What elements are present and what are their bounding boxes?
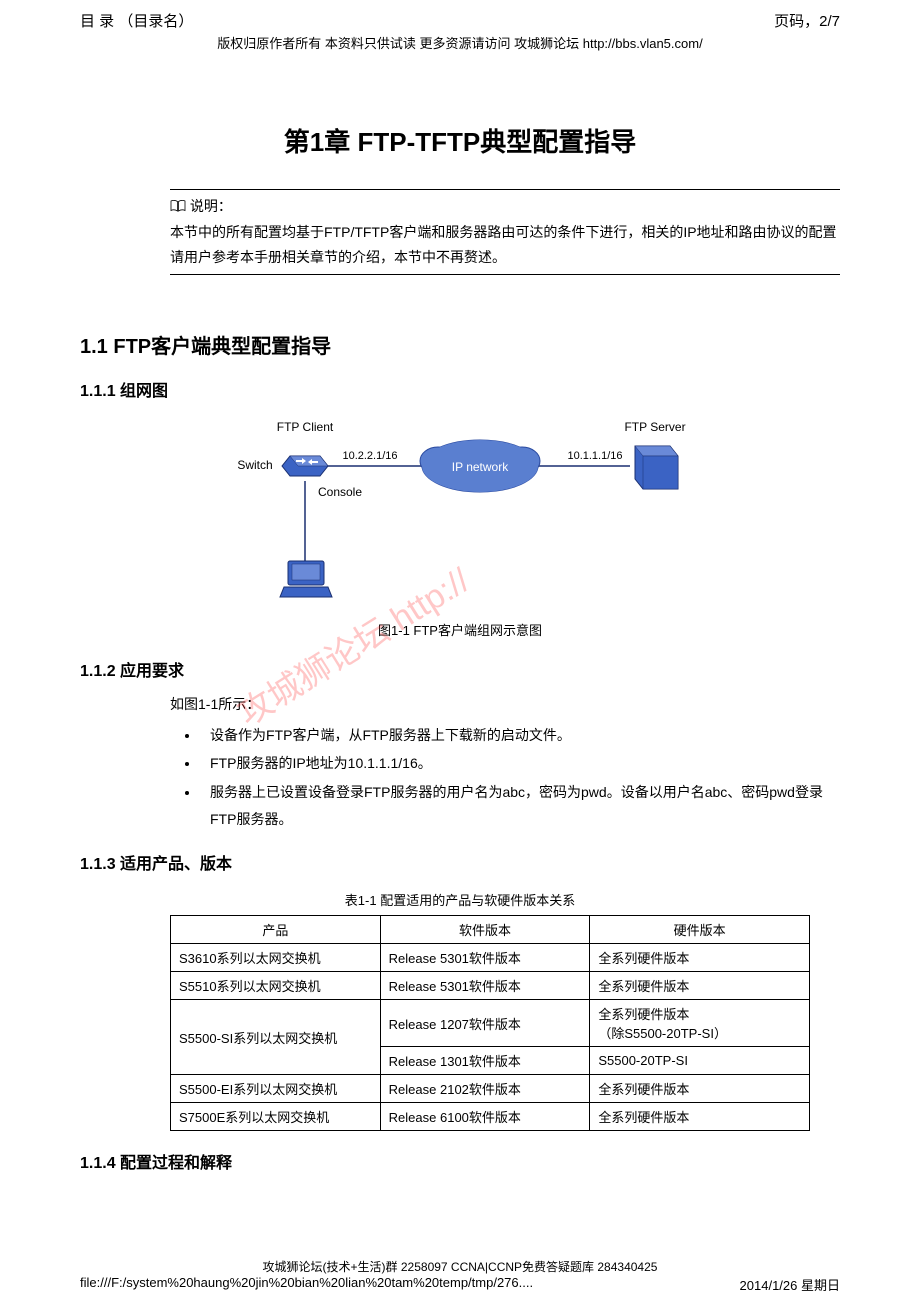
svg-text:Console: Console	[318, 485, 362, 499]
note-block: 说明： 本节中的所有配置均基于FTP/TFTP客户端和服务器路由可达的条件下进行…	[170, 194, 840, 270]
cell-software: Release 2102软件版本	[380, 1075, 590, 1103]
req-intro: 如图1-1所示：	[170, 691, 840, 718]
table-header: 软件版本	[380, 916, 590, 944]
svg-text:Switch: Switch	[237, 458, 272, 472]
network-diagram: IP network FTP Client FTP Server Switch Cons…	[80, 411, 840, 614]
req-item: 服务器上已设置设备登录FTP服务器的用户名为abc，密码为pwd。设备以用户名a…	[200, 779, 840, 832]
cell-product: S3610系列以太网交换机	[171, 944, 381, 972]
req-item: 设备作为FTP客户端，从FTP服务器上下载新的启动文件。	[200, 722, 840, 749]
section-1-1-3: 1.1.3 适用产品、版本	[80, 850, 840, 874]
cell-product: S5500-EI系列以太网交换机	[171, 1075, 381, 1103]
section-1-1-4: 1.1.4 配置过程和解释	[80, 1149, 840, 1173]
cell-software: Release 6100软件版本	[380, 1103, 590, 1131]
footer-group-line: 攻城狮论坛(技术+生活)群 2258097 CCNA|CCNP免费答疑题库 28…	[80, 1258, 840, 1275]
section-1-1-2: 1.1.2 应用要求	[80, 657, 840, 681]
note-label: 说明：	[190, 198, 232, 214]
section-1-1-1: 1.1.1 组网图	[80, 377, 840, 401]
divider-bottom	[170, 274, 840, 275]
table-row: S5510系列以太网交换机Release 5301软件版本全系列硬件版本	[171, 972, 810, 1000]
req-item: FTP服务器的IP地址为10.1.1.1/16。	[200, 750, 840, 777]
toc-label: 目 录 （目录名）	[80, 10, 193, 31]
table-row: S7500E系列以太网交换机Release 6100软件版本全系列硬件版本	[171, 1103, 810, 1131]
cell-product: S7500E系列以太网交换机	[171, 1103, 381, 1131]
version-table: 产品软件版本硬件版本 S3610系列以太网交换机Release 5301软件版本…	[170, 915, 810, 1131]
page-number: 页码，2/7	[774, 10, 840, 31]
svg-text:IP network: IP network	[452, 460, 509, 474]
cell-hardware: 全系列硬件版本	[590, 972, 810, 1000]
cell-software: Release 5301软件版本	[380, 972, 590, 1000]
cell-hardware: 全系列硬件版本（除S5500-20TP-SI）	[590, 1000, 810, 1047]
page-header: 目 录 （目录名） 页码，2/7	[80, 10, 840, 31]
cell-software: Release 1207软件版本	[380, 1000, 590, 1047]
page-footer: 攻城狮论坛(技术+生活)群 2258097 CCNA|CCNP免费答疑题库 28…	[80, 1258, 840, 1294]
cell-hardware: 全系列硬件版本	[590, 944, 810, 972]
table-row: S5500-SI系列以太网交换机Release 1207软件版本全系列硬件版本（…	[171, 1000, 810, 1047]
cell-hardware: 全系列硬件版本	[590, 1075, 810, 1103]
table-caption: 表1-1 配置适用的产品与软硬件版本关系	[80, 890, 840, 909]
chapter-title: 第1章 FTP-TFTP典型配置指导	[80, 122, 840, 159]
book-icon	[170, 195, 186, 220]
table-header: 产品	[171, 916, 381, 944]
table-row: S5500-EI系列以太网交换机Release 2102软件版本全系列硬件版本	[171, 1075, 810, 1103]
cell-product: S5500-SI系列以太网交换机	[171, 1000, 381, 1075]
svg-text:10.1.1.1/16: 10.1.1.1/16	[567, 450, 622, 462]
cell-product: S5510系列以太网交换机	[171, 972, 381, 1000]
cell-software: Release 5301软件版本	[380, 944, 590, 972]
divider-top	[170, 189, 840, 190]
svg-text:10.2.2.1/16: 10.2.2.1/16	[342, 450, 397, 462]
cell-software: Release 1301软件版本	[380, 1047, 590, 1075]
table-header: 硬件版本	[590, 916, 810, 944]
section-1-1: 1.1 FTP客户端典型配置指导	[80, 330, 840, 359]
svg-text:FTP Server: FTP Server	[624, 420, 685, 434]
diagram-caption: 图1-1 FTP客户端组网示意图	[80, 620, 840, 639]
footer-path: file:///F:/system%20haung%20jin%20bian%2…	[80, 1275, 533, 1294]
footer-date: 2014/1/26 星期日	[740, 1275, 840, 1294]
cell-hardware: 全系列硬件版本	[590, 1103, 810, 1131]
svg-text:FTP Client: FTP Client	[277, 420, 334, 434]
note-text: 本节中的所有配置均基于FTP/TFTP客户端和服务器路由可达的条件下进行，相关的…	[170, 220, 840, 270]
cell-hardware: S5500-20TP-SI	[590, 1047, 810, 1075]
table-row: S3610系列以太网交换机Release 5301软件版本全系列硬件版本	[171, 944, 810, 972]
copyright-line: 版权归原作者所有 本资料只供试读 更多资源请访问 攻城狮论坛 http://bb…	[80, 33, 840, 52]
requirements: 如图1-1所示： 设备作为FTP客户端，从FTP服务器上下载新的启动文件。FTP…	[170, 691, 840, 832]
